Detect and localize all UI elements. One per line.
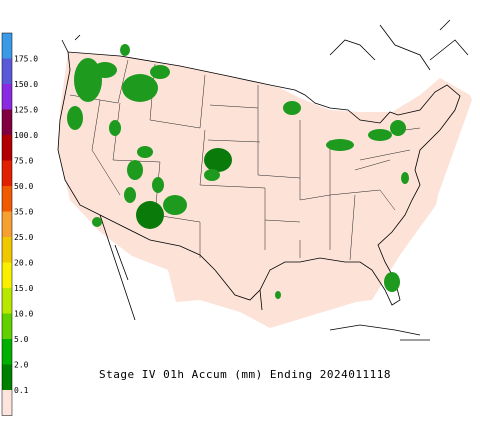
legend-swatch bbox=[2, 160, 12, 186]
legend-label: 15.0 bbox=[14, 284, 33, 293]
legend-label: 175.0 bbox=[14, 55, 38, 64]
legend-label: 0.1 bbox=[14, 386, 29, 395]
legend-label: 5.0 bbox=[14, 335, 29, 344]
precip-areas bbox=[67, 44, 409, 299]
legend-label: 20.0 bbox=[14, 259, 33, 268]
legend-swatch bbox=[2, 211, 12, 237]
us-outline bbox=[57, 51, 461, 306]
legend-label: 75.0 bbox=[14, 157, 33, 166]
legend-label: 50.0 bbox=[14, 182, 33, 191]
legend-label: 10.0 bbox=[14, 310, 33, 319]
legend: 175.0 150.0 125.0 100.0 75.0 50.0 35.0 25.0 20.0… bbox=[1, 32, 38, 416]
legend-frame bbox=[1, 32, 13, 416]
legend-swatch bbox=[2, 237, 12, 263]
legend-label: 35.0 bbox=[14, 208, 33, 217]
legend-swatch bbox=[2, 84, 12, 110]
legend-swatch bbox=[2, 109, 12, 135]
legend-swatch bbox=[2, 135, 12, 161]
legend-swatch bbox=[2, 339, 12, 365]
legend-swatch bbox=[2, 288, 12, 314]
legend-label: 150.0 bbox=[14, 80, 38, 89]
legend-label: 25.0 bbox=[14, 233, 33, 242]
legend-swatch bbox=[2, 58, 12, 84]
legend-swatch bbox=[2, 33, 12, 59]
caption: Stage IV 01h Accum (mm) Ending 202401111… bbox=[99, 368, 391, 381]
legend-label: 100.0 bbox=[14, 131, 38, 140]
legend-label: 125.0 bbox=[14, 106, 38, 115]
legend-swatch bbox=[2, 186, 12, 212]
neighbor-coasts bbox=[61, 19, 469, 341]
legend-swatch bbox=[2, 364, 12, 390]
legend-swatch bbox=[2, 262, 12, 288]
legend-label: 2.0 bbox=[14, 361, 29, 370]
legend-swatch bbox=[2, 313, 12, 339]
legend-swatch bbox=[2, 390, 12, 416]
